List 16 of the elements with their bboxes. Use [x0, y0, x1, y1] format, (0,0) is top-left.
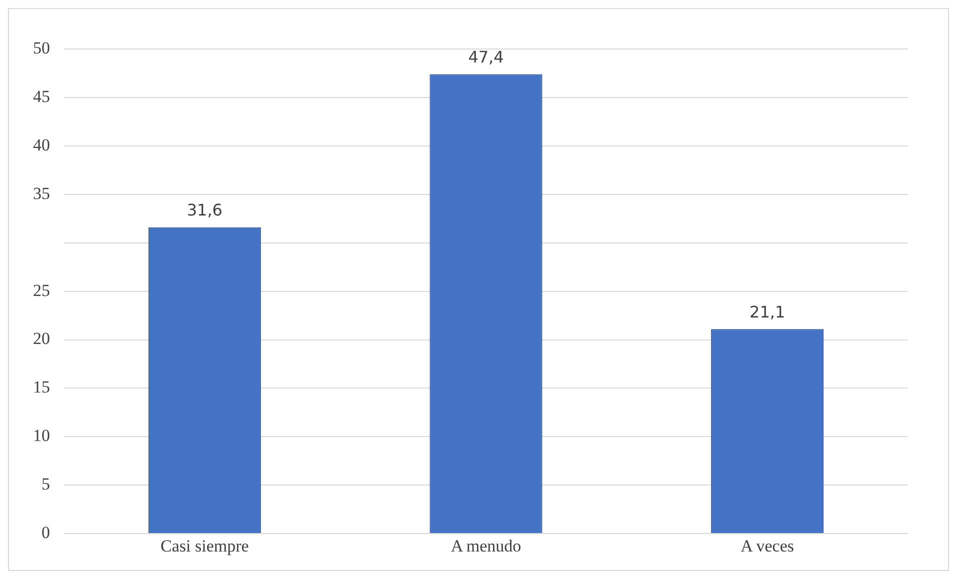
y-tick-label: 5 [42, 474, 50, 494]
data-label: 47,4 [468, 47, 504, 66]
y-tick-label: 45 [33, 86, 50, 106]
y-tick-label: 20 [33, 329, 50, 348]
y-tick-label: 40 [33, 135, 50, 154]
y-tick-label: 10 [33, 426, 50, 446]
x-tick-label: A veces [740, 536, 794, 556]
data-label: 31,6 [186, 200, 222, 220]
y-tick-label: 25 [33, 280, 50, 300]
y-tick-label: 50 [33, 38, 50, 58]
x-tick-label: A menudo [450, 536, 522, 556]
y-tick-label: 15 [33, 378, 50, 397]
y-tick-label: 0 [42, 523, 50, 542]
y-tick-label: 35 [33, 184, 50, 203]
x-tick-label: Casi siempre [160, 536, 249, 556]
data-label: 21,1 [750, 302, 786, 322]
